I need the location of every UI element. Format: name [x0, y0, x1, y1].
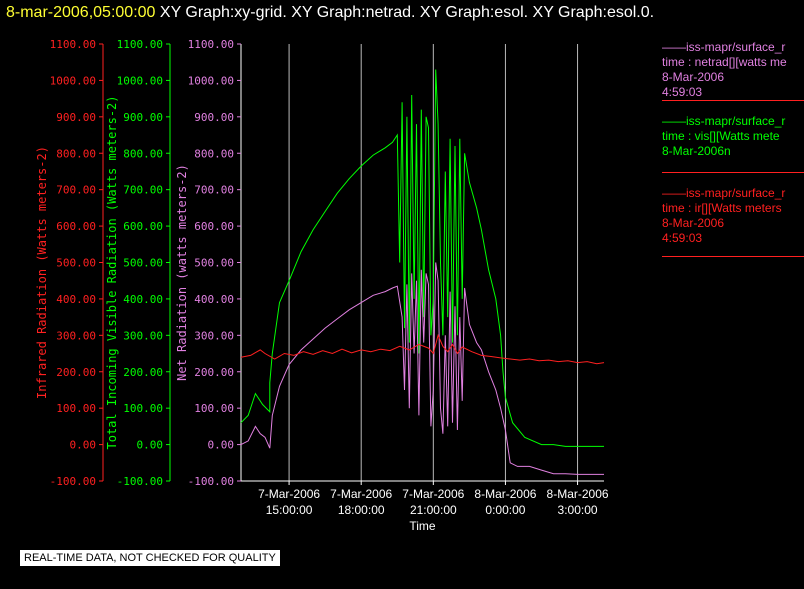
ir-tick-label: 800.00 [56, 147, 96, 160]
x-tick-date: 7-Mar-2006 [402, 487, 464, 501]
vis-tick-label: 1100.00 [117, 38, 163, 51]
net-tick-label: 100.00 [194, 402, 234, 415]
vis-tick-label: 900.00 [123, 111, 163, 124]
legend-separator [662, 100, 804, 101]
ir-tick-label: 700.00 [56, 184, 96, 197]
legend-line: ——iss-mapr/surface_r [662, 40, 786, 54]
ir-tick-label: 200.00 [56, 366, 96, 379]
net-tick-label: -100.00 [188, 475, 234, 488]
vis-tick-label: 1000.00 [117, 74, 163, 87]
ir-tick-label: 1000.00 [50, 74, 96, 87]
net-tick-label: 900.00 [194, 111, 234, 124]
net-tick-label: 300.00 [194, 329, 234, 342]
legend-separator [662, 256, 804, 257]
x-tick-time: 15:00:00 [266, 503, 313, 517]
legend-line: 8-Mar-2006 [662, 216, 725, 230]
ir-tick-label: 400.00 [56, 293, 96, 306]
vis-tick-label: 700.00 [123, 184, 163, 197]
x-tick-date: 7-Mar-2006 [330, 487, 392, 501]
legend-entry: ——iss-mapr/surface_r time : netrad[][watt… [662, 40, 804, 100]
vis-tick-label: 300.00 [123, 329, 163, 342]
ir-tick-label: 300.00 [56, 329, 96, 342]
legend-line: ——iss-mapr/surface_r [662, 114, 786, 128]
title-timestamp: 8-mar-2006,05:00:00 [6, 4, 156, 21]
net-series-line [240, 262, 604, 475]
net-tick-label: 700.00 [194, 184, 234, 197]
legend-line: 8-Mar-2006 [662, 70, 725, 84]
vis-tick-label: 500.00 [123, 257, 163, 270]
vis-tick-label: -100.00 [117, 475, 163, 488]
x-tick-time: 18:00:00 [338, 503, 385, 517]
vis-tick-label: 600.00 [123, 220, 163, 233]
legend-line: 8-Mar-2006n [662, 144, 731, 158]
legend-line: time : vis[][Watts mete [662, 129, 780, 143]
ir-tick-label: 900.00 [56, 111, 96, 124]
net-tick-label: 200.00 [194, 366, 234, 379]
vis-tick-label: 0.00 [137, 439, 164, 452]
ir-tick-label: 100.00 [56, 402, 96, 415]
x-tick-time: 21:00:00 [410, 503, 457, 517]
legend-line: time : netrad[][watts me [662, 55, 787, 69]
legend-line: time : ir[][Watts meters [662, 201, 782, 215]
legend-entry: ——iss-mapr/surface_r time : vis[][Watts m… [662, 114, 804, 159]
x-tick-time: 3:00:00 [558, 503, 598, 517]
ir-tick-label: 0.00 [70, 439, 97, 452]
legend-separator [662, 172, 804, 173]
net-tick-label: 400.00 [194, 293, 234, 306]
vis-axis-label: Total Incoming Visible Radiation (Watts … [105, 95, 119, 449]
x-tick-date: 8-Mar-2006 [547, 487, 609, 501]
legend-entry: ——iss-mapr/surface_r time : ir[][Watts me… [662, 186, 804, 246]
net-tick-label: 1100.00 [188, 38, 234, 51]
net-tick-label: 600.00 [194, 220, 234, 233]
vis-tick-label: 400.00 [123, 293, 163, 306]
x-axis-label: Time [409, 519, 436, 533]
x-tick-time: 0:00:00 [485, 503, 525, 517]
net-tick-label: 800.00 [194, 147, 234, 160]
legend-line: 4:59:03 [662, 85, 703, 99]
vis-series-line [240, 69, 604, 447]
ir-series-line [240, 333, 605, 365]
ir-axis-label: Infrared Radiation (Watts meters-2) [35, 146, 49, 399]
chart-title: 8-mar-2006,05:00:00 XY Graph:xy-grid. XY… [6, 4, 654, 22]
legend-line: 4:59:03 [662, 231, 703, 245]
legend-line: ——iss-mapr/surface_r [662, 186, 786, 200]
vis-tick-label: 100.00 [123, 402, 163, 415]
ir-tick-label: 1100.00 [50, 38, 96, 51]
ir-tick-label: 500.00 [56, 257, 96, 270]
vis-tick-label: 200.00 [123, 366, 163, 379]
x-tick-date: 7-Mar-2006 [258, 487, 320, 501]
net-tick-label: 0.00 [208, 439, 235, 452]
net-tick-label: 500.00 [194, 257, 234, 270]
net-axis-label: Net Radiation (watts meters-2) [175, 164, 189, 381]
vis-tick-label: 800.00 [123, 147, 163, 160]
x-tick-date: 8-Mar-2006 [474, 487, 536, 501]
ir-tick-label: -100.00 [50, 475, 96, 488]
quality-notice: REAL-TIME DATA, NOT CHECKED FOR QUALITY [20, 550, 280, 566]
title-graph-list: XY Graph:xy-grid. XY Graph:netrad. XY Gr… [159, 4, 655, 21]
net-tick-label: 1000.00 [188, 74, 234, 87]
ir-tick-label: 600.00 [56, 220, 96, 233]
